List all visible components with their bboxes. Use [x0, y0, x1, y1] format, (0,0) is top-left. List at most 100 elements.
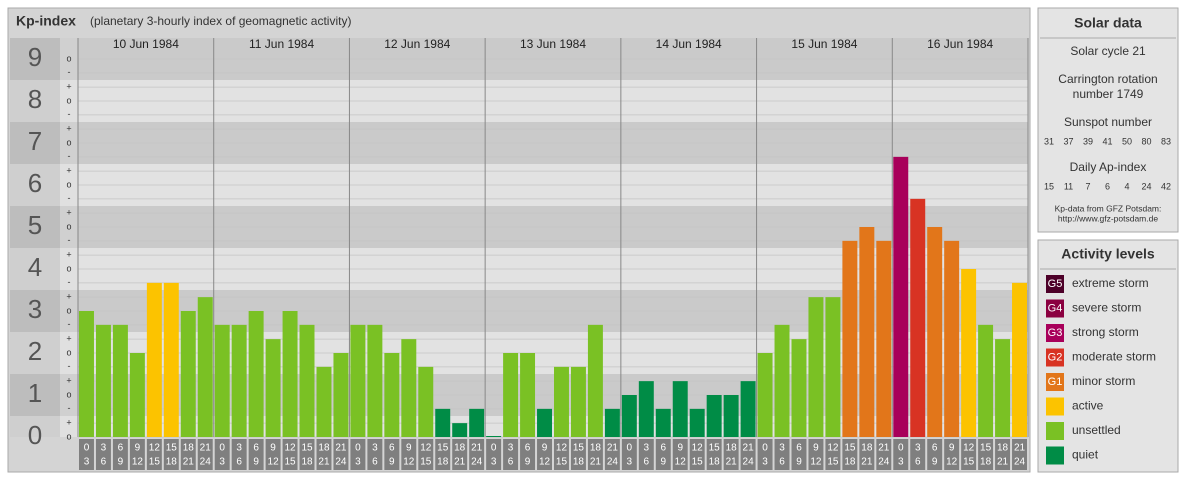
slot-box: [1012, 439, 1027, 470]
x-tick-label: 6: [101, 457, 107, 468]
y-minor-label: +: [66, 124, 71, 134]
x-tick-label: 3: [915, 443, 921, 454]
x-tick-label: 12: [946, 457, 958, 468]
panel-title: Solar data: [1074, 15, 1142, 31]
x-tick-label: 21: [861, 457, 873, 468]
x-tick-label: 12: [149, 443, 161, 454]
x-tick-label: 15: [844, 443, 856, 454]
slot-box: [723, 439, 739, 470]
bar: [978, 324, 994, 437]
x-tick-label: 15: [980, 443, 992, 454]
slot-box: [197, 439, 213, 470]
bar: [638, 381, 654, 437]
slot-box: [808, 439, 824, 470]
level-swatch: [1046, 275, 1064, 293]
x-tick-label: 6: [796, 443, 802, 454]
x-tick-label: 9: [949, 443, 955, 454]
y-minor-label: -: [68, 277, 71, 287]
x-tick-label: 15: [301, 443, 313, 454]
x-tick-label: 6: [660, 443, 666, 454]
slot-box: [655, 439, 671, 470]
x-tick-label: 12: [268, 457, 280, 468]
x-tick-label: 18: [183, 443, 195, 454]
bar: [350, 324, 366, 437]
x-tick-label: 18: [590, 443, 602, 454]
band: [10, 38, 60, 80]
x-tick-label: 9: [389, 457, 395, 468]
bar: [333, 353, 349, 437]
band: [10, 290, 60, 332]
slot-box: [995, 439, 1011, 470]
level-swatch: [1046, 324, 1064, 342]
x-tick-label: 15: [709, 443, 721, 454]
bar: [910, 198, 926, 437]
x-tick-label: 3: [627, 457, 633, 468]
y-minor-label: o: [66, 305, 71, 315]
x-tick-label: 21: [607, 443, 619, 454]
slot-box: [672, 439, 688, 470]
x-tick-label: 21: [200, 443, 212, 454]
slot-box: [231, 439, 247, 470]
bar: [621, 395, 637, 437]
band: [60, 416, 78, 437]
x-tick-label: 6: [644, 457, 650, 468]
source: Kp-data from GFZ Potsdam:: [1055, 203, 1162, 213]
level-swatch: [1046, 422, 1064, 440]
band: [10, 164, 60, 206]
slot-box: [452, 439, 468, 470]
slot-box: [282, 439, 298, 470]
level-badge: G2: [1048, 351, 1063, 363]
bar: [723, 395, 739, 437]
x-tick-label: 6: [915, 457, 921, 468]
band: [60, 206, 78, 248]
slot-box: [503, 439, 519, 470]
bar: [961, 269, 977, 437]
y-minor-label: o: [66, 389, 71, 399]
x-tick-label: 6: [932, 443, 938, 454]
slot-box: [604, 439, 620, 470]
x-tick-label: 24: [743, 457, 755, 468]
band: [60, 38, 78, 80]
bar: [503, 353, 519, 437]
x-tick-label: 3: [491, 457, 497, 468]
slot-box: [79, 439, 94, 470]
slot-box: [95, 439, 111, 470]
chart-subtitle: (planetary 3-hourly index of geomagnetic…: [90, 14, 351, 28]
x-tick-label: 9: [660, 457, 666, 468]
bar: [214, 324, 230, 437]
slot-box: [944, 439, 960, 470]
x-tick-label: 21: [183, 457, 195, 468]
x-tick-label: 9: [796, 457, 802, 468]
slot-box: [146, 439, 162, 470]
slot-box: [367, 439, 383, 470]
x-tick-label: 18: [726, 443, 738, 454]
x-tick-label: 9: [253, 457, 259, 468]
slot-box: [350, 439, 366, 470]
x-tick-label: 21: [590, 457, 602, 468]
bar: [384, 353, 400, 437]
x-tick-label: 9: [525, 457, 531, 468]
slot-box: [469, 439, 485, 470]
level-badge: G1: [1048, 376, 1063, 388]
y-minor-label: o: [66, 263, 71, 273]
band: [10, 248, 60, 290]
carrington: Carrington rotation: [1058, 72, 1157, 86]
x-tick-label: 3: [101, 443, 107, 454]
day-label: 15 Jun 1984: [791, 37, 857, 51]
panel-title: Activity levels: [1061, 246, 1155, 262]
x-tick-label: 15: [420, 457, 432, 468]
level-swatch: [1046, 373, 1064, 391]
sunspot-label: Sunspot number: [1064, 115, 1152, 129]
slot-box: [384, 439, 400, 470]
bar: [927, 227, 943, 437]
y-minor-label: o: [66, 137, 71, 147]
x-tick-label: 3: [355, 457, 361, 468]
slot-box: [978, 439, 994, 470]
x-tick-label: 3: [372, 443, 378, 454]
y-tick-label: 4: [28, 252, 42, 282]
y-tick-label: 8: [28, 84, 42, 114]
x-tick-label: 0: [627, 443, 633, 454]
slot-box: [689, 439, 705, 470]
slot-box: [757, 439, 773, 470]
